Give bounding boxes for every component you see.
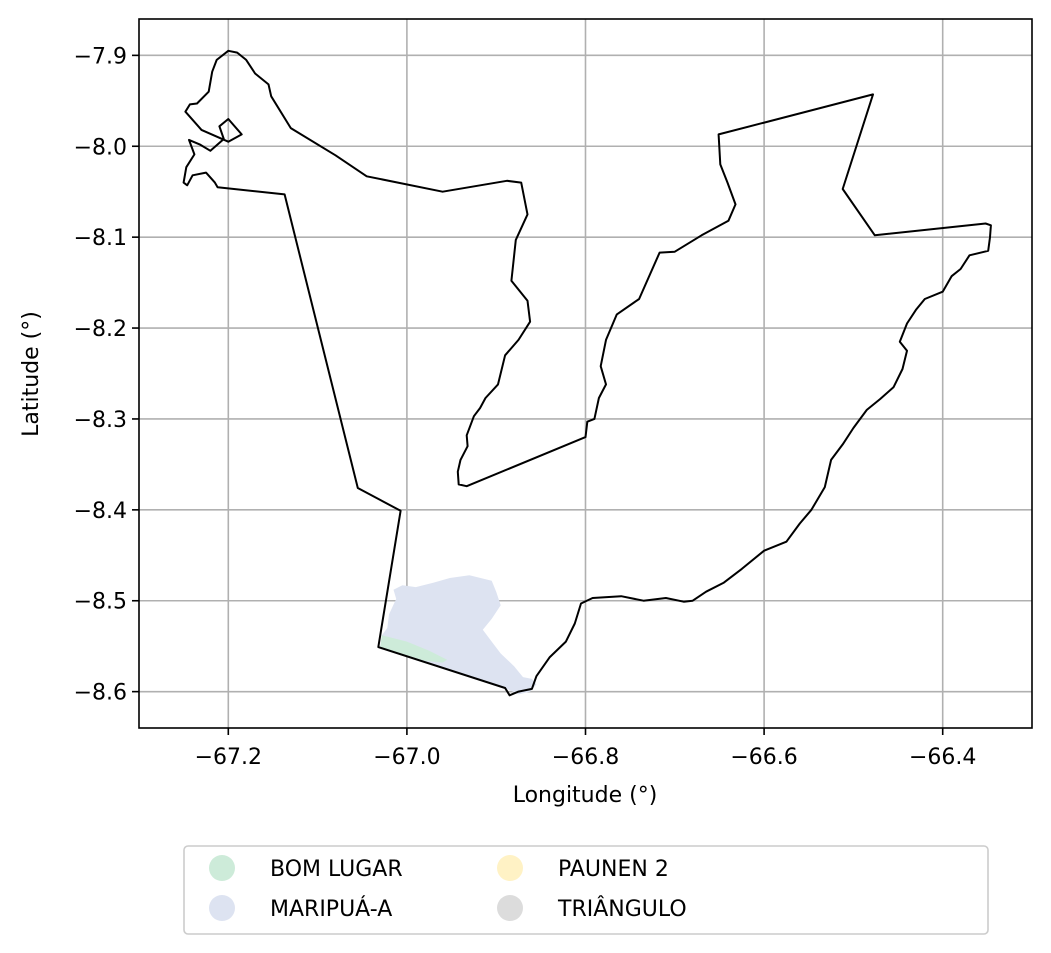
region-bom-lugar — [380, 635, 448, 663]
x-axis-label: Longitude (°) — [513, 783, 658, 808]
y-axis: −7.9 −8.0 −8.1 −8.2 −8.3 −8.4 −8.5 −8.6 — [74, 44, 139, 706]
y-tick-label: −8.5 — [74, 590, 127, 615]
y-axis-label: Latitude (°) — [19, 311, 44, 437]
legend-label-bom-lugar: BOM LUGAR — [270, 857, 403, 882]
legend-label-tri-ngulo: TRIÂNGULO — [557, 896, 687, 922]
x-tick-label: −66.4 — [909, 745, 976, 770]
y-tick-label: −8.3 — [74, 408, 127, 433]
y-tick-label: −8.4 — [74, 499, 127, 524]
x-tick-label: −67.2 — [195, 745, 262, 770]
x-axis: −67.2 −67.0 −66.8 −66.6 −66.4 — [195, 728, 976, 770]
x-tick-label: −66.8 — [552, 745, 619, 770]
y-tick-label: −8.2 — [74, 317, 127, 342]
x-tick-label: −66.6 — [730, 745, 797, 770]
legend-label-paunen-2: PAUNEN 2 — [558, 857, 669, 882]
y-tick-label: −7.9 — [74, 44, 127, 69]
y-tick-label: −8.1 — [74, 226, 127, 251]
boundary-layer — [182, 49, 992, 697]
y-tick-label: −8.6 — [74, 681, 127, 706]
region-layer — [380, 575, 537, 695]
legend-marker-bom-lugar — [209, 855, 235, 881]
region-maripu-a — [380, 575, 537, 695]
municipality-boundary — [182, 49, 992, 697]
legend-label-maripu-a: MARIPUÁ-A — [270, 896, 392, 922]
legend: BOM LUGAR MARIPUÁ-A PAUNEN 2 TRIÂNGULO — [183, 845, 989, 935]
legend-frame — [183, 845, 989, 935]
y-tick-label: −8.0 — [74, 135, 127, 160]
legend-marker-paunen-2 — [497, 855, 523, 881]
gridlines — [139, 19, 1032, 728]
legend-marker-maripu-a — [209, 895, 235, 921]
legend-marker-tri-ngulo — [497, 895, 523, 921]
x-tick-label: −67.0 — [373, 745, 440, 770]
